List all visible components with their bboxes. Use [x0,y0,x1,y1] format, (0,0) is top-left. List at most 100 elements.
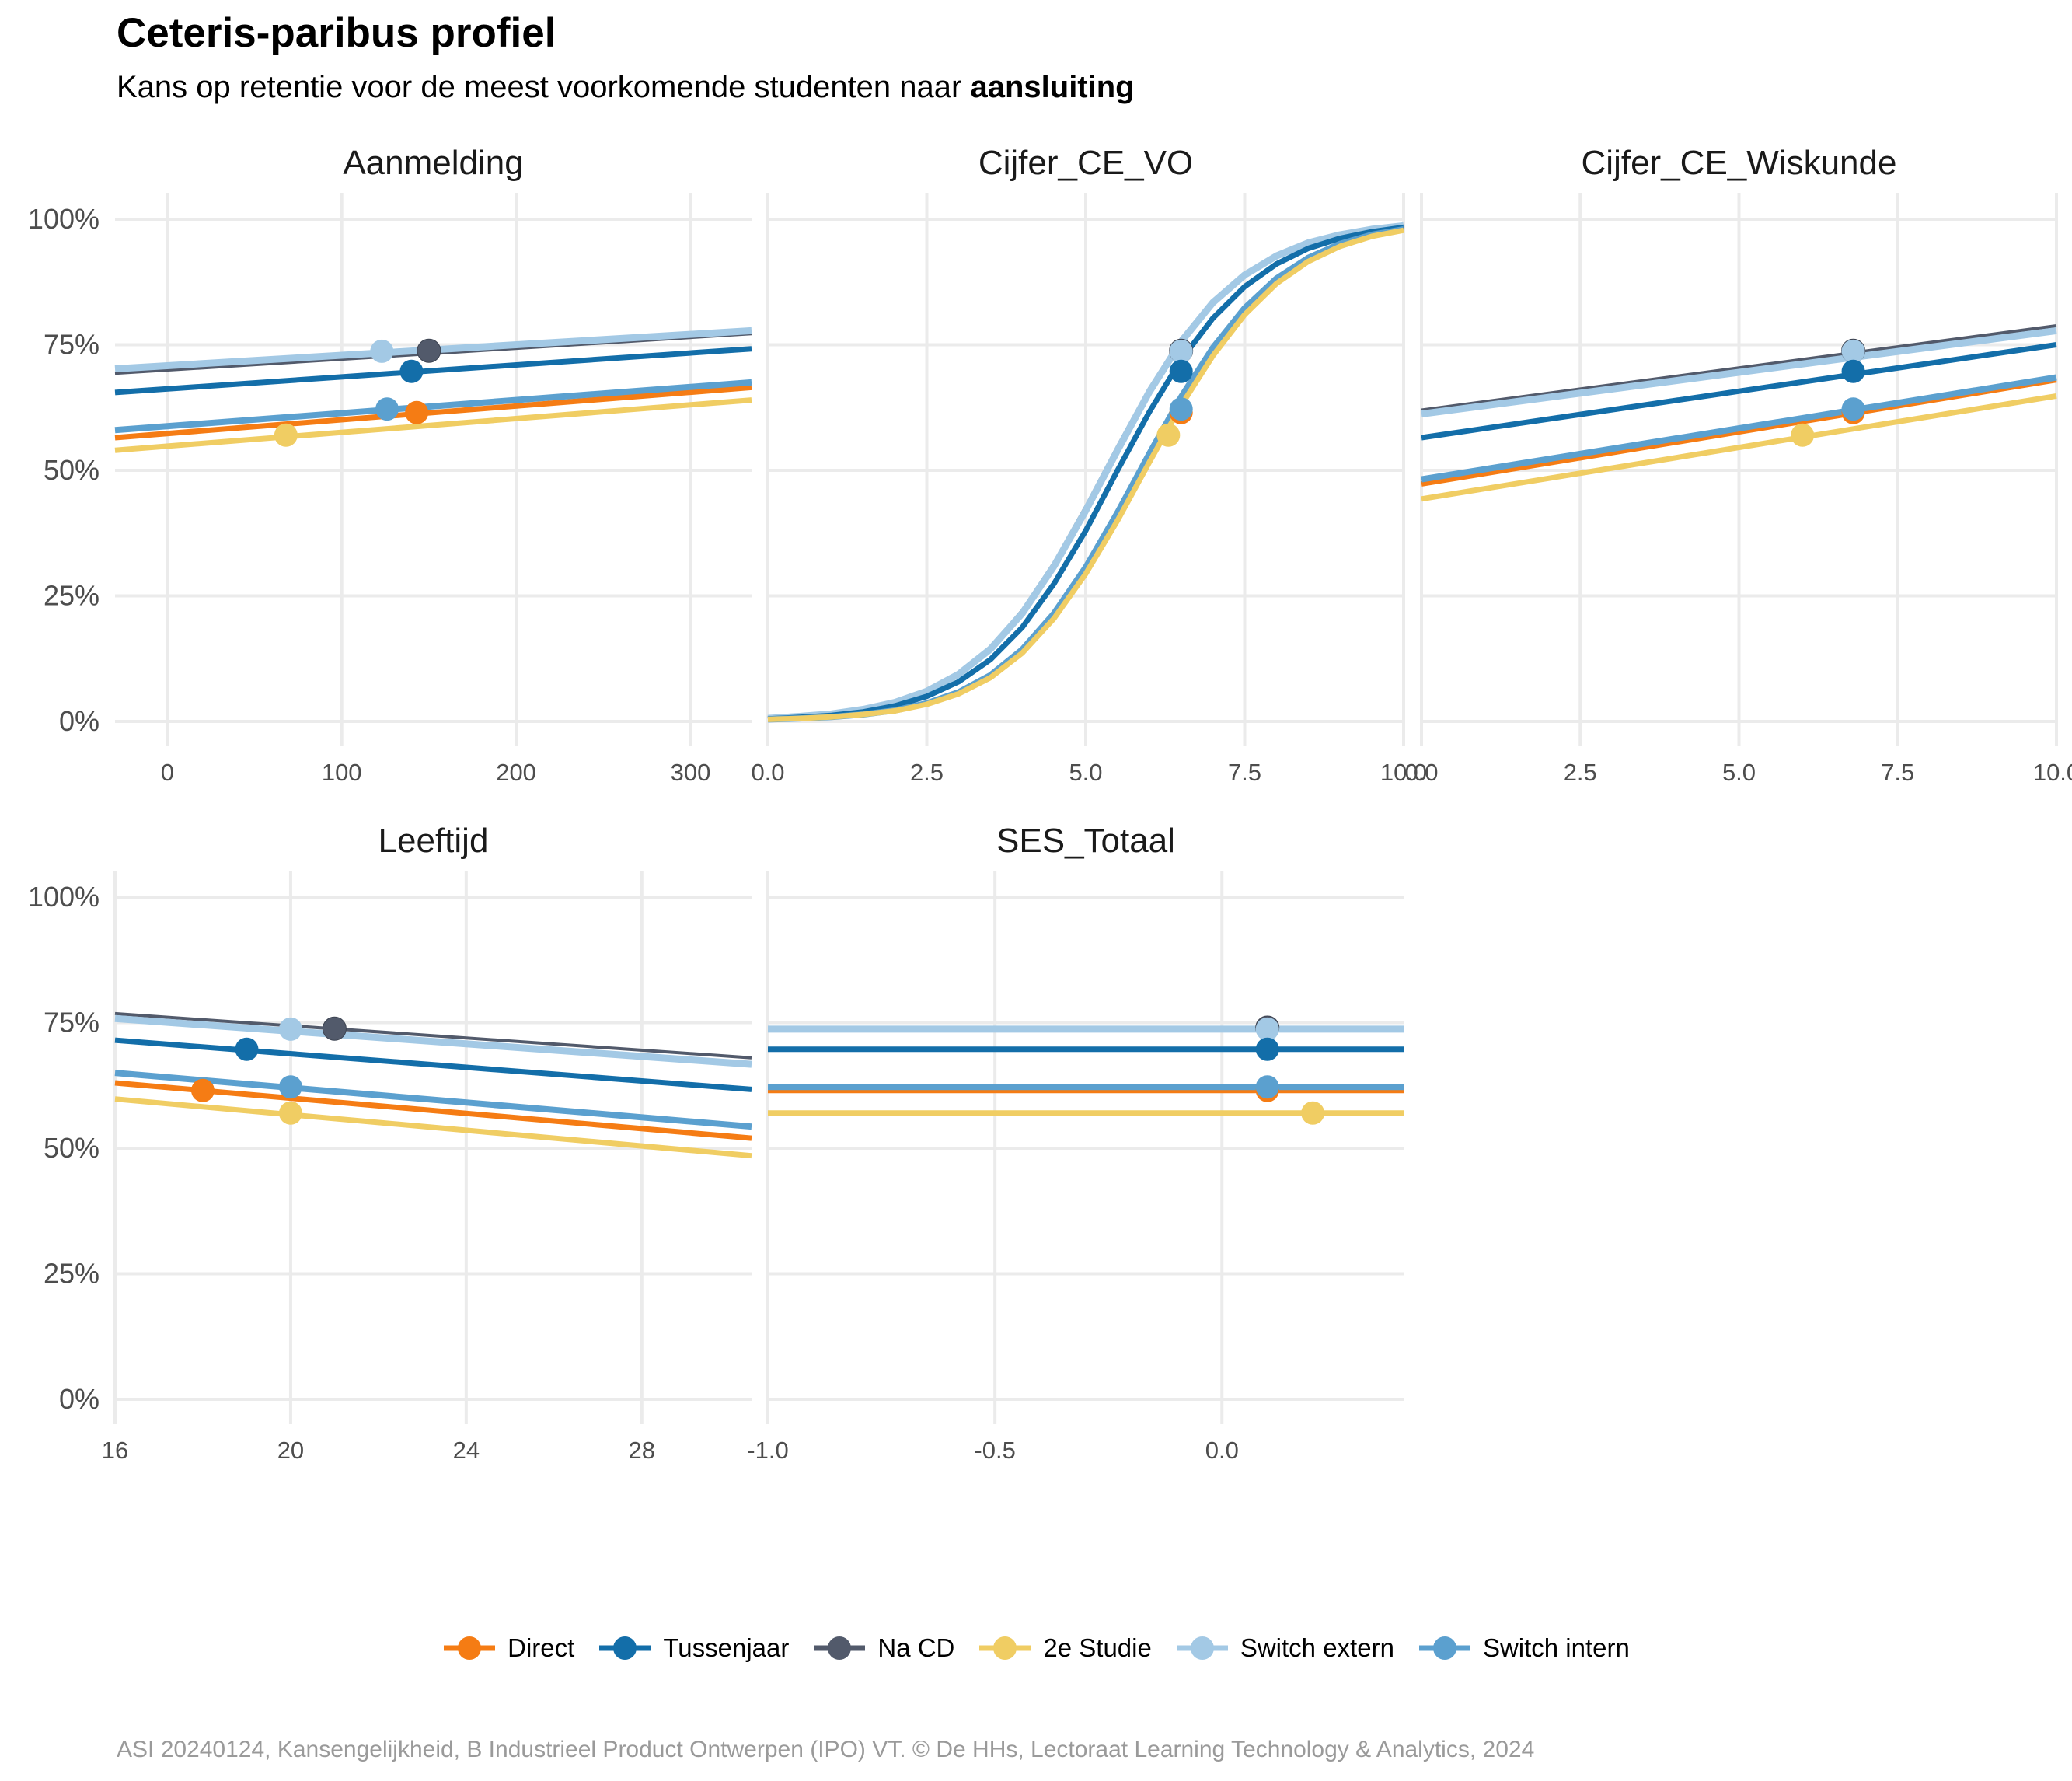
subtitle-emphasis: aansluiting [970,70,1135,104]
legend-item: Na CD [812,1633,954,1664]
series-point-switch-extern [1169,339,1193,363]
facet-panel-3: Leeftijd 16 20 24 28 0% 25% 50% 75% 100% [28,822,752,1464]
series-line-switch-extern [1421,327,2057,418]
legend-key [444,1636,496,1660]
x-tick-label: 10.0 [2033,759,2072,786]
series-line-2e-studie [767,227,1404,722]
facet-panel-2: Cijfer_CE_Wiskunde 0.0 2.5 5.0 7.5 10.0 [1404,144,2072,786]
series-point-switch-intern [1255,1075,1279,1099]
facet-panel-1: Cijfer_CE_VO 0.0 2.5 5.0 7.5 10.0 [751,144,1427,786]
x-tick-label: -1.0 [747,1437,788,1464]
y-tick-label: 50% [44,454,99,486]
series-point-tussenjaar [399,359,424,383]
series-point-2e-studie [1791,423,1815,447]
series-point-na-cd [322,1016,347,1041]
series-line-switch-intern [114,1070,752,1130]
x-tick-label: 2.5 [1564,759,1597,786]
legend-item: Switch extern [1175,1633,1394,1664]
x-tick-label: 300 [671,759,711,786]
x-tick-label: 7.5 [1228,759,1261,786]
series-point-switch-extern [370,339,394,363]
y-tick-label: 100% [28,203,99,235]
y-tick-label: 25% [44,1258,99,1290]
chart-title: Ceteris-paribus profiel [117,10,556,56]
facet-panel-0: Aanmelding 0 100 200 300 0% 25% 50% 75% 100% [28,144,752,786]
series-point-2e-studie [1301,1101,1325,1125]
series-line-switch-extern [767,222,1404,722]
series-point-switch-intern [1169,397,1193,421]
series-point-2e-studie [274,423,298,447]
facet-chart: Aanmelding 0 100 200 300 0% 25% 50% 75% 100% Cijfe… [28,144,2072,1464]
series-line-direct [114,384,752,441]
series-point-switch-extern [1255,1017,1279,1041]
x-tick-label: 20 [277,1437,304,1464]
facet-title: SES_Totaal [996,822,1175,860]
series-line-direct [114,1080,752,1141]
x-tick-label: 10.0 [1380,759,1427,786]
series-line-na-cd [114,1011,752,1060]
series-line-na-cd [1421,324,2057,412]
legend-item: Tussenjaar [598,1633,789,1664]
y-tick-label: 100% [28,881,99,913]
y-tick-label: 0% [59,705,99,737]
series-point-switch-intern [278,1075,302,1099]
series-point-direct [190,1078,215,1102]
facet-title: Leeftijd [378,822,489,860]
x-tick-label: 0.0 [1404,759,1438,786]
facet-panel-4: SES_Totaal -1.0 -0.5 0.0 [747,822,1404,1464]
chart-subtitle: Kans op retentie voor de meest voorkomen… [117,70,1135,105]
series-point-na-cd [417,338,441,363]
legend-label: Switch intern [1482,1633,1630,1662]
series-point-switch-intern [1841,397,1865,421]
legend-label: Tussenjaar [663,1633,790,1662]
series-line-tussenjaar [767,224,1404,722]
series-line-2e-studie [114,1096,752,1159]
legend-item: 2e Studie [978,1633,1152,1664]
series-point-switch-extern [1841,339,1865,363]
legend-key [599,1636,651,1660]
x-tick-label: -0.5 [974,1437,1015,1464]
series-point-switch-extern [278,1017,302,1041]
series-line-tussenjaar [114,1037,752,1092]
facet-title: Aanmelding [343,144,523,182]
x-tick-label: 28 [629,1437,655,1464]
y-tick-label: 75% [44,1007,99,1039]
facet-title: Cijfer_CE_VO [978,144,1193,182]
x-tick-label: 0.0 [1205,1437,1239,1464]
series-line-switch-intern [1421,374,2057,483]
y-tick-label: 75% [44,329,99,361]
legend-label: Switch extern [1240,1633,1394,1662]
legend-item: Switch intern [1418,1633,1630,1664]
series-line-tussenjaar [1421,342,2057,441]
x-tick-label: 5.0 [1069,759,1102,786]
legend-key [814,1636,866,1660]
x-tick-label: 2.5 [910,759,944,786]
x-tick-label: 0 [161,759,174,786]
series-point-tussenjaar [1169,359,1193,383]
x-tick-label: 24 [453,1437,480,1464]
legend-label: Na CD [877,1633,955,1662]
series-line-2e-studie [1421,393,2057,502]
series-line-switch-extern [114,1014,752,1068]
legend-key [979,1636,1031,1660]
series-point-tussenjaar [1841,359,1865,383]
series-line-2e-studie [114,397,752,453]
y-tick-label: 0% [59,1383,99,1415]
series-line-switch-intern [114,379,752,434]
legend-key [1418,1636,1470,1660]
series-point-direct [405,400,429,424]
facet-title: Cijfer_CE_Wiskunde [1582,144,1897,182]
x-tick-label: 5.0 [1722,759,1756,786]
legend-label: Direct [508,1633,575,1662]
caption: ASI 20240124, Kansengelijkheid, B Indust… [117,1737,1535,1762]
subtitle-text: Kans op retentie voor de meest voorkomen… [117,70,971,104]
x-tick-label: 7.5 [1881,759,1914,786]
series-point-tussenjaar [1255,1037,1279,1061]
x-tick-label: 100 [322,759,362,786]
y-tick-label: 25% [44,580,99,612]
x-tick-label: 0.0 [751,759,784,786]
x-tick-label: 16 [102,1437,128,1464]
series-point-tussenjaar [235,1037,259,1061]
legend-key [1176,1636,1228,1660]
series-point-2e-studie [278,1101,302,1125]
